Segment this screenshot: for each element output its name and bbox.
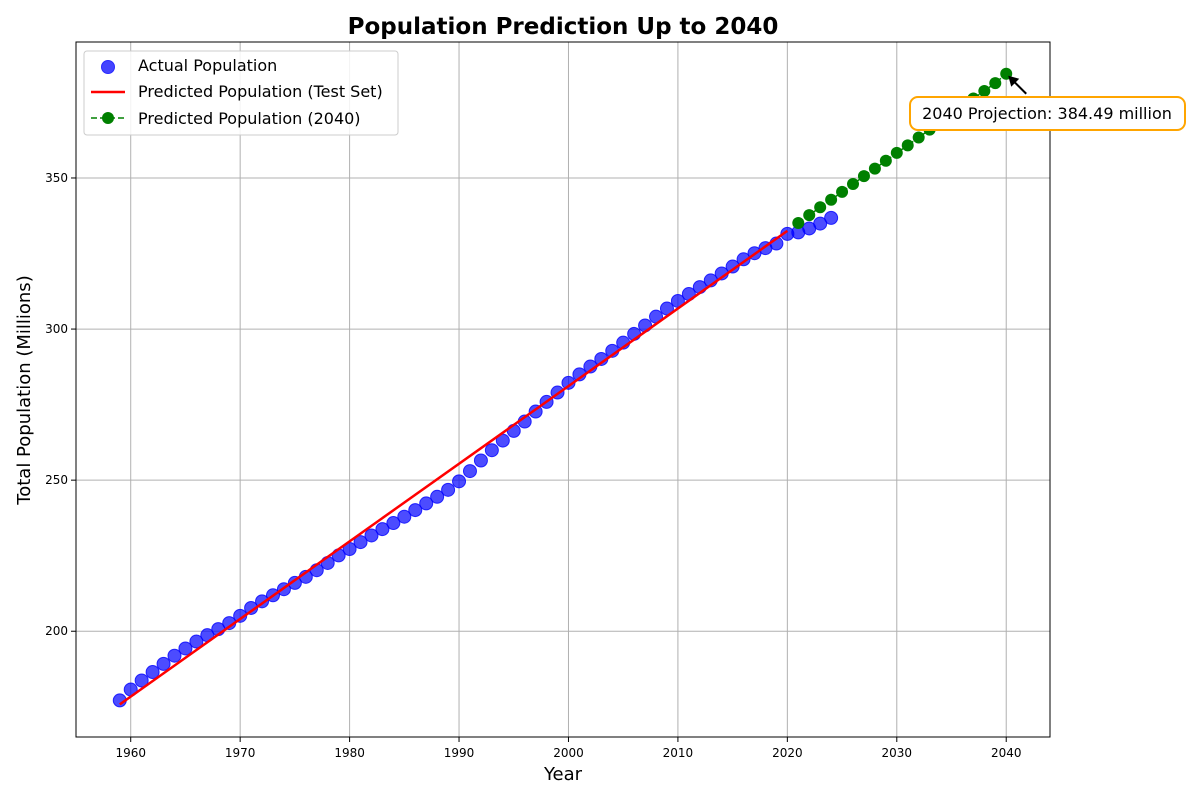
actual-point: [386, 516, 401, 531]
legend: Actual Population Predicted Population (…: [83, 50, 399, 136]
future-point: [868, 162, 881, 175]
x-tick-label: 1990: [444, 746, 475, 760]
actual-point: [189, 634, 204, 649]
legend-label-actual: Actual Population: [138, 56, 277, 75]
future-point: [890, 146, 903, 159]
legend-box: [83, 50, 399, 136]
chart-title: Population Prediction Up to 2040: [348, 14, 779, 40]
actual-point: [167, 648, 182, 663]
axis-ticks: 1960 1970 1980 1990 2000 2010 2020 2030 2040 200 2…: [45, 171, 1021, 760]
actual-point: [397, 509, 412, 524]
actual-point: [452, 474, 467, 489]
future-point: [803, 209, 816, 222]
annotation-box: [909, 96, 1186, 131]
future-point: [857, 170, 870, 183]
future-point: [792, 217, 805, 230]
future-point: [825, 193, 838, 206]
future-point: [989, 77, 1002, 90]
x-axis-label: Year: [543, 764, 583, 785]
actual-point: [824, 210, 839, 225]
actual-point: [134, 673, 149, 688]
actual-point: [462, 464, 477, 479]
x-tick-label: 1980: [334, 746, 365, 760]
y-axis-label: Total Population (Millions): [14, 275, 35, 505]
actual-point: [408, 503, 423, 518]
future-point: [901, 139, 914, 152]
actual-point: [441, 482, 456, 497]
actual-point: [375, 522, 390, 537]
future-point: [814, 201, 827, 214]
y-tick-label: 200: [45, 624, 68, 638]
y-tick-label: 300: [45, 322, 68, 336]
y-tick-label: 350: [45, 171, 68, 185]
legend-marker-actual: [101, 60, 115, 74]
future-point: [836, 185, 849, 198]
x-tick-label: 1960: [115, 746, 146, 760]
actual-point: [178, 641, 193, 656]
legend-label-test: Predicted Population (Test Set): [138, 82, 383, 101]
annotation: 2040 Projection: 384.49 million: [909, 75, 1186, 131]
actual-point: [736, 252, 751, 267]
future-point: [879, 154, 892, 167]
x-tick-label: 2020: [772, 746, 803, 760]
x-tick-label: 2010: [663, 746, 694, 760]
actual-point: [353, 535, 368, 550]
annotation-text: 2040 Projection: 384.49 million: [922, 104, 1172, 123]
test-prediction-line: [119, 229, 789, 706]
legend-marker-future: [102, 112, 114, 124]
x-tick-label: 2000: [553, 746, 584, 760]
actual-point: [156, 656, 171, 671]
actual-point: [287, 575, 302, 590]
actual-point: [813, 216, 828, 231]
future-point: [912, 131, 925, 144]
future-point: [978, 84, 991, 97]
legend-label-future: Predicted Population (2040): [138, 109, 361, 128]
actual-point: [145, 665, 160, 680]
future-point: [847, 178, 860, 191]
actual-point: [419, 496, 434, 511]
actual-point: [473, 453, 488, 468]
actual-point: [364, 528, 379, 543]
x-tick-label: 2030: [882, 746, 913, 760]
plot-data: [112, 67, 1013, 708]
y-tick-label: 250: [45, 473, 68, 487]
x-tick-label: 2040: [991, 746, 1022, 760]
annotation-arrow-head: [1008, 75, 1020, 87]
plot-area: [75, 41, 1051, 738]
x-tick-label: 1970: [225, 746, 256, 760]
actual-point: [484, 443, 499, 458]
actual-point: [430, 489, 445, 504]
